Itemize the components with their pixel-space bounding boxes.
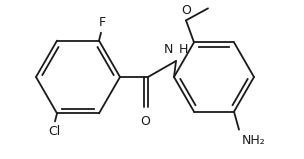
Text: O: O [140, 115, 150, 128]
Text: Cl: Cl [48, 125, 60, 138]
Text: NH₂: NH₂ [242, 134, 266, 147]
Text: H: H [179, 43, 188, 56]
Text: F: F [98, 16, 105, 29]
Text: N: N [164, 43, 173, 56]
Text: O: O [181, 4, 191, 17]
